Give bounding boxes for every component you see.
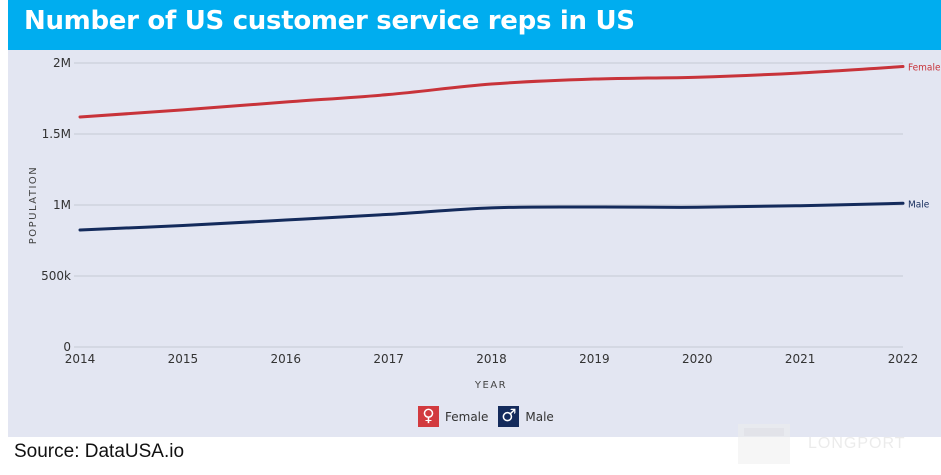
x-axis-ticks: 2014 2015 2016 2017 2018 2019 2020 2021 2022 — [65, 352, 919, 366]
legend: ♀ Female ♂ Male — [418, 406, 554, 427]
legend-item-male[interactable]: ♂ Male — [498, 406, 554, 427]
x-tick-label: 2018 — [476, 352, 507, 366]
watermark-logo-icon — [738, 424, 790, 464]
x-tick-label: 2022 — [888, 352, 919, 366]
y-tick-label: 0 — [63, 340, 71, 354]
chart-title: Number of US customer service reps in US — [24, 6, 635, 36]
x-tick-label: 2020 — [682, 352, 713, 366]
x-tick-label: 2014 — [65, 352, 96, 366]
legend-label: Female — [445, 409, 489, 424]
chart-panel — [8, 50, 941, 437]
y-tick-label: 2M — [53, 56, 71, 70]
y-tick-label: 500k — [41, 269, 71, 283]
x-axis-title: YEAR — [474, 380, 507, 391]
end-label-male: Male — [908, 199, 930, 210]
x-tick-label: 2016 — [270, 352, 301, 366]
watermark-text: LONGPORT — [808, 435, 906, 452]
y-axis-title: POPULATION — [28, 166, 39, 245]
x-tick-label: 2019 — [579, 352, 610, 366]
end-label-female: Female — [908, 63, 941, 74]
series-line-male — [78, 201, 905, 232]
female-symbol-icon: ♀ — [418, 406, 439, 427]
x-tick-label: 2017 — [373, 352, 404, 366]
source-note: Source: DataUSA.io — [14, 441, 185, 462]
series-line-female — [78, 65, 905, 119]
watermark: LONGPORT — [738, 424, 906, 464]
series-lines: Female Male — [78, 63, 941, 232]
x-tick-label: 2021 — [785, 352, 816, 366]
x-tick-label: 2015 — [168, 352, 199, 366]
y-axis-ticks: 0 500k 1M 1.5M 2M — [41, 56, 71, 354]
legend-item-female[interactable]: ♀ Female — [418, 406, 488, 427]
y-tick-label: 1.5M — [42, 127, 71, 141]
legend-label: Male — [525, 409, 554, 424]
male-symbol-icon: ♂ — [498, 406, 520, 427]
title-banner: Number of US customer service reps in US — [8, 0, 941, 50]
y-tick-label: 1M — [53, 198, 71, 212]
